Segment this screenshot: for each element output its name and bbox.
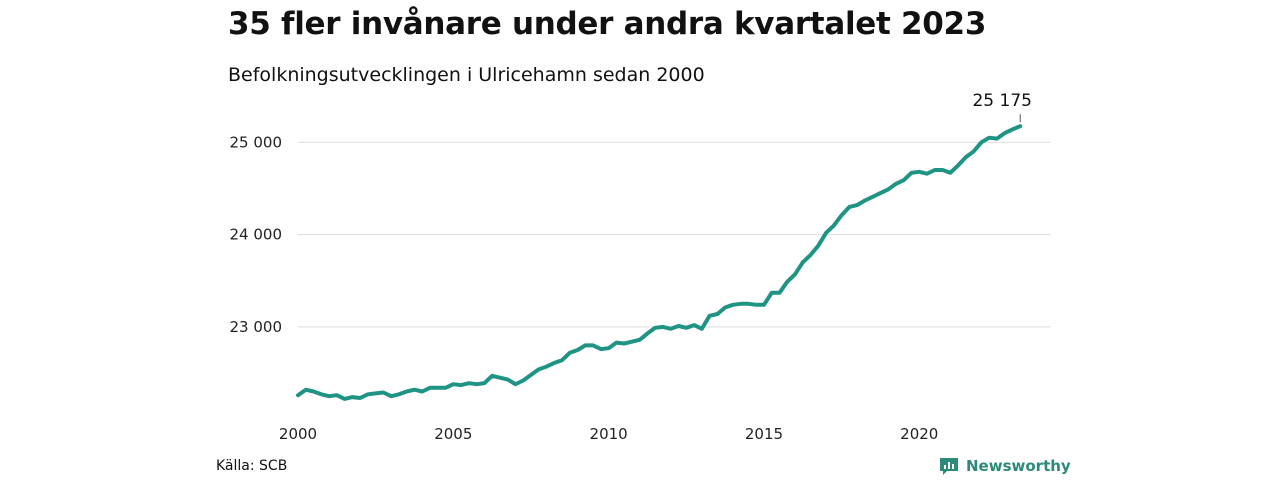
x-tick-label: 2005	[434, 425, 472, 443]
brand-logo: Newsworthy	[938, 455, 1071, 477]
brand-name: Newsworthy	[966, 457, 1071, 475]
x-tick-label: 2015	[745, 425, 783, 443]
newsworthy-logo-icon	[940, 458, 958, 475]
source-note: Källa: SCB	[216, 458, 288, 474]
population-line	[296, 124, 1023, 401]
y-tick-label: 23 000	[230, 318, 283, 336]
y-tick-label: 25 000	[230, 133, 283, 151]
chart-title: 35 fler invånare under andra kvartalet 2…	[228, 6, 987, 42]
x-axis-ticks: 2000 2005 2010 2015 2020	[279, 425, 938, 443]
y-axis-ticks: 23 000 24 000 25 000	[230, 133, 283, 336]
x-tick-label: 2020	[900, 425, 938, 443]
chart-subtitle: Befolkningsutvecklingen i Ulricehamn sed…	[228, 64, 705, 86]
x-tick-label: 2010	[590, 425, 628, 443]
x-tick-label: 2000	[279, 425, 317, 443]
last-value-label: 25 175	[972, 91, 1031, 111]
y-tick-label: 24 000	[230, 226, 283, 244]
